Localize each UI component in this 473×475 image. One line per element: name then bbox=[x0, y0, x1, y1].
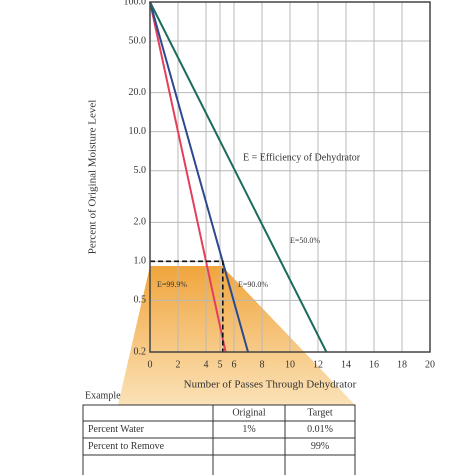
y-tick-label: 0.2 bbox=[134, 346, 147, 357]
y-tick-label: 1.0 bbox=[134, 256, 147, 267]
series-line bbox=[149, 1, 227, 353]
x-tick-label: 8 bbox=[260, 359, 265, 370]
table-cell: 1% bbox=[242, 424, 255, 435]
x-axis-title: Number of Passes Through Dehydrator bbox=[184, 379, 357, 391]
x-tick-label: 5 bbox=[218, 359, 223, 370]
y-tick-label: 10.0 bbox=[129, 126, 147, 137]
annotation: E=50.0% bbox=[290, 236, 320, 245]
x-tick-label: 14 bbox=[341, 359, 351, 370]
x-tick-label: 10 bbox=[285, 359, 295, 370]
table: Original Target Percent Water 1% 0.01% Percen… bbox=[82, 404, 356, 475]
x-tick-label: 6 bbox=[232, 359, 237, 370]
example-label: Example bbox=[85, 390, 121, 401]
x-tick-label: 12 bbox=[313, 359, 323, 370]
table-frame bbox=[82, 404, 356, 475]
series-line bbox=[150, 260, 224, 352]
table-cell: Percent Water bbox=[88, 424, 145, 435]
x-tick-label: 16 bbox=[369, 359, 379, 370]
x-tick-label: 2 bbox=[176, 359, 181, 370]
y-tick-label: 50.0 bbox=[129, 35, 147, 46]
series-line bbox=[149, 1, 249, 353]
x-tick-label: 0 bbox=[148, 359, 153, 370]
x-tick-label: 18 bbox=[397, 359, 407, 370]
y-tick-label: 100.0 bbox=[124, 0, 147, 7]
y-tick-label: 20.0 bbox=[129, 87, 147, 98]
series-line bbox=[149, 1, 328, 353]
annotation: E = Efficiency of Dehydrator bbox=[243, 152, 361, 163]
table-cell: 0.01% bbox=[307, 424, 333, 435]
annotation: E=90.0% bbox=[238, 280, 268, 289]
annotation: E=99.9% bbox=[157, 280, 187, 289]
table-header: Original bbox=[232, 407, 266, 418]
y-tick-label: 5.0 bbox=[134, 165, 147, 176]
x-tick-label: 20 bbox=[425, 359, 435, 370]
plot-frame bbox=[149, 1, 431, 353]
table-header: Target bbox=[307, 407, 332, 418]
x-tick-label: 4 bbox=[204, 359, 209, 370]
table-cell: Percent to Remove bbox=[88, 441, 165, 452]
lines bbox=[149, 1, 328, 353]
table-cell: 99% bbox=[311, 441, 329, 452]
y-tick-label: 0.5 bbox=[134, 295, 147, 306]
y-tick-label: 2.0 bbox=[134, 217, 147, 228]
y-axis-title: Percent of Original Moisture Level bbox=[87, 100, 99, 255]
